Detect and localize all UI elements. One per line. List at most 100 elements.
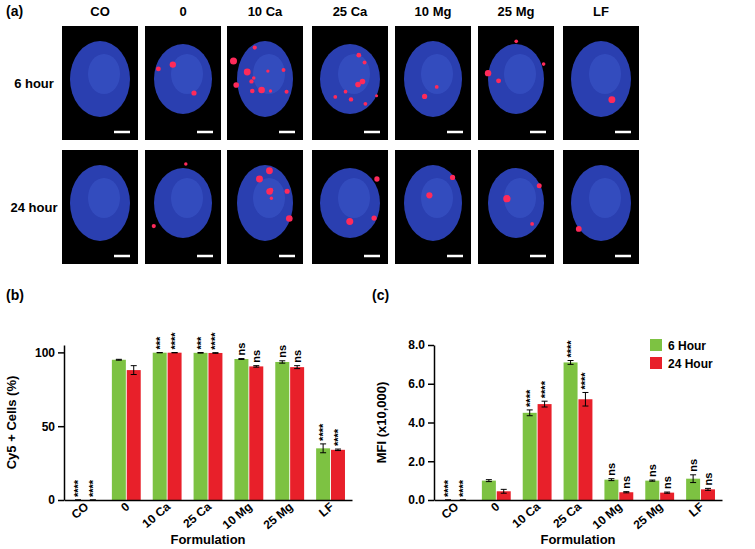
bar (578, 399, 592, 500)
tick-label: 0 (48, 493, 55, 507)
bar (701, 489, 715, 500)
signal-dot (485, 70, 491, 76)
error-cap (253, 367, 259, 368)
error-bar (486, 480, 492, 482)
tile-background (563, 26, 639, 140)
nucleus-texture (171, 178, 203, 218)
x-axis-title: Formulation (540, 532, 615, 547)
error-cap (131, 365, 137, 366)
nucleus (237, 165, 293, 241)
bar (153, 353, 167, 500)
error-cap (623, 491, 629, 492)
annotation: ns (250, 350, 262, 363)
error-stem (570, 361, 571, 365)
error-cap (212, 353, 218, 354)
error-cap (238, 358, 244, 359)
signal-dot (333, 95, 337, 99)
signal-dot (435, 85, 439, 89)
annotation: **** (539, 380, 551, 398)
panel-label: (c) (372, 287, 389, 303)
error-bar (582, 392, 588, 406)
error-cap (690, 474, 696, 475)
x-tick: 10 Mg (590, 500, 625, 533)
tick-label: 0 (118, 499, 132, 514)
error-cap (279, 363, 285, 364)
nucleus (488, 168, 544, 238)
legend-swatch (650, 339, 662, 351)
tick-mark (428, 422, 434, 424)
signal-dot (184, 162, 187, 165)
tick-label: 10 Mg (220, 500, 255, 533)
tile-background (62, 26, 138, 140)
nucleus-texture (338, 54, 370, 94)
image-tile (312, 150, 388, 264)
scale-bar (279, 255, 295, 258)
image-tile (563, 26, 639, 140)
nucleus-texture (338, 178, 370, 218)
tick-mark (58, 352, 64, 354)
signal-dot (266, 69, 269, 72)
signal-dot (426, 192, 432, 198)
scale-bar (114, 131, 130, 134)
tick-label: 10 Ca (510, 499, 544, 531)
scale-bar (530, 255, 546, 258)
error-cap (486, 479, 492, 480)
tick-label: 4.0 (408, 416, 425, 430)
tick-mark (58, 500, 64, 502)
x-axis-title: Formulation (170, 532, 245, 547)
annotation: ns (702, 473, 714, 486)
annotation: **** (169, 332, 181, 350)
tile-background (145, 150, 221, 264)
tick-label: 25 Ca (180, 499, 214, 531)
signal-dot (286, 215, 293, 222)
error-cap (212, 352, 218, 353)
error-cap (608, 480, 614, 481)
bar (194, 353, 208, 500)
signal-dot (360, 79, 366, 85)
error-stem (529, 410, 530, 416)
tick-label: 25 Ca (550, 499, 584, 531)
error-cap (542, 407, 548, 408)
image-tile (227, 26, 303, 140)
row-label: 24 hour (11, 200, 58, 215)
bar (660, 493, 674, 500)
nucleus-texture (253, 178, 285, 218)
error-bar (320, 444, 326, 453)
annotation: **** (87, 479, 99, 497)
signal-dot (375, 94, 378, 97)
tile-background (227, 26, 303, 140)
bar (112, 360, 126, 500)
tick-label: LF (316, 500, 336, 520)
signal-dot (363, 102, 367, 106)
scale-bar (114, 255, 130, 258)
signal-dot (285, 90, 289, 94)
tick-mark (428, 461, 434, 463)
annotation: ns (661, 476, 673, 489)
nucleus-texture (504, 178, 536, 218)
signal-dot (282, 68, 286, 72)
error-cap (623, 492, 629, 493)
tick-label: 25 Mg (631, 500, 666, 533)
tick-label: 6.0 (408, 377, 425, 391)
error-bar (568, 361, 574, 365)
chart: ************nsnsns************nsnsns0.02… (372, 287, 723, 547)
error-cap (649, 480, 655, 481)
nucleus-texture (589, 54, 621, 94)
error-bar (131, 366, 137, 375)
nucleus (237, 41, 293, 117)
error-bar (253, 366, 259, 367)
bar (331, 450, 345, 500)
error-cap (568, 364, 574, 365)
y-axis-title: MFI (x10,000) (374, 382, 389, 464)
error-cap (690, 482, 696, 483)
nucleus-texture (421, 178, 453, 218)
chart: **********nsns****************nsns****05… (4, 287, 353, 547)
tick-label: 0 (488, 499, 502, 514)
image-tile (145, 150, 221, 264)
row-label: 6 hour (14, 76, 54, 91)
error-bar (705, 488, 711, 490)
y-tick: 6.0 (408, 377, 434, 391)
image-tile (395, 150, 471, 264)
y-axis: 050100 (35, 346, 65, 508)
panel-label: (b) (6, 287, 24, 303)
